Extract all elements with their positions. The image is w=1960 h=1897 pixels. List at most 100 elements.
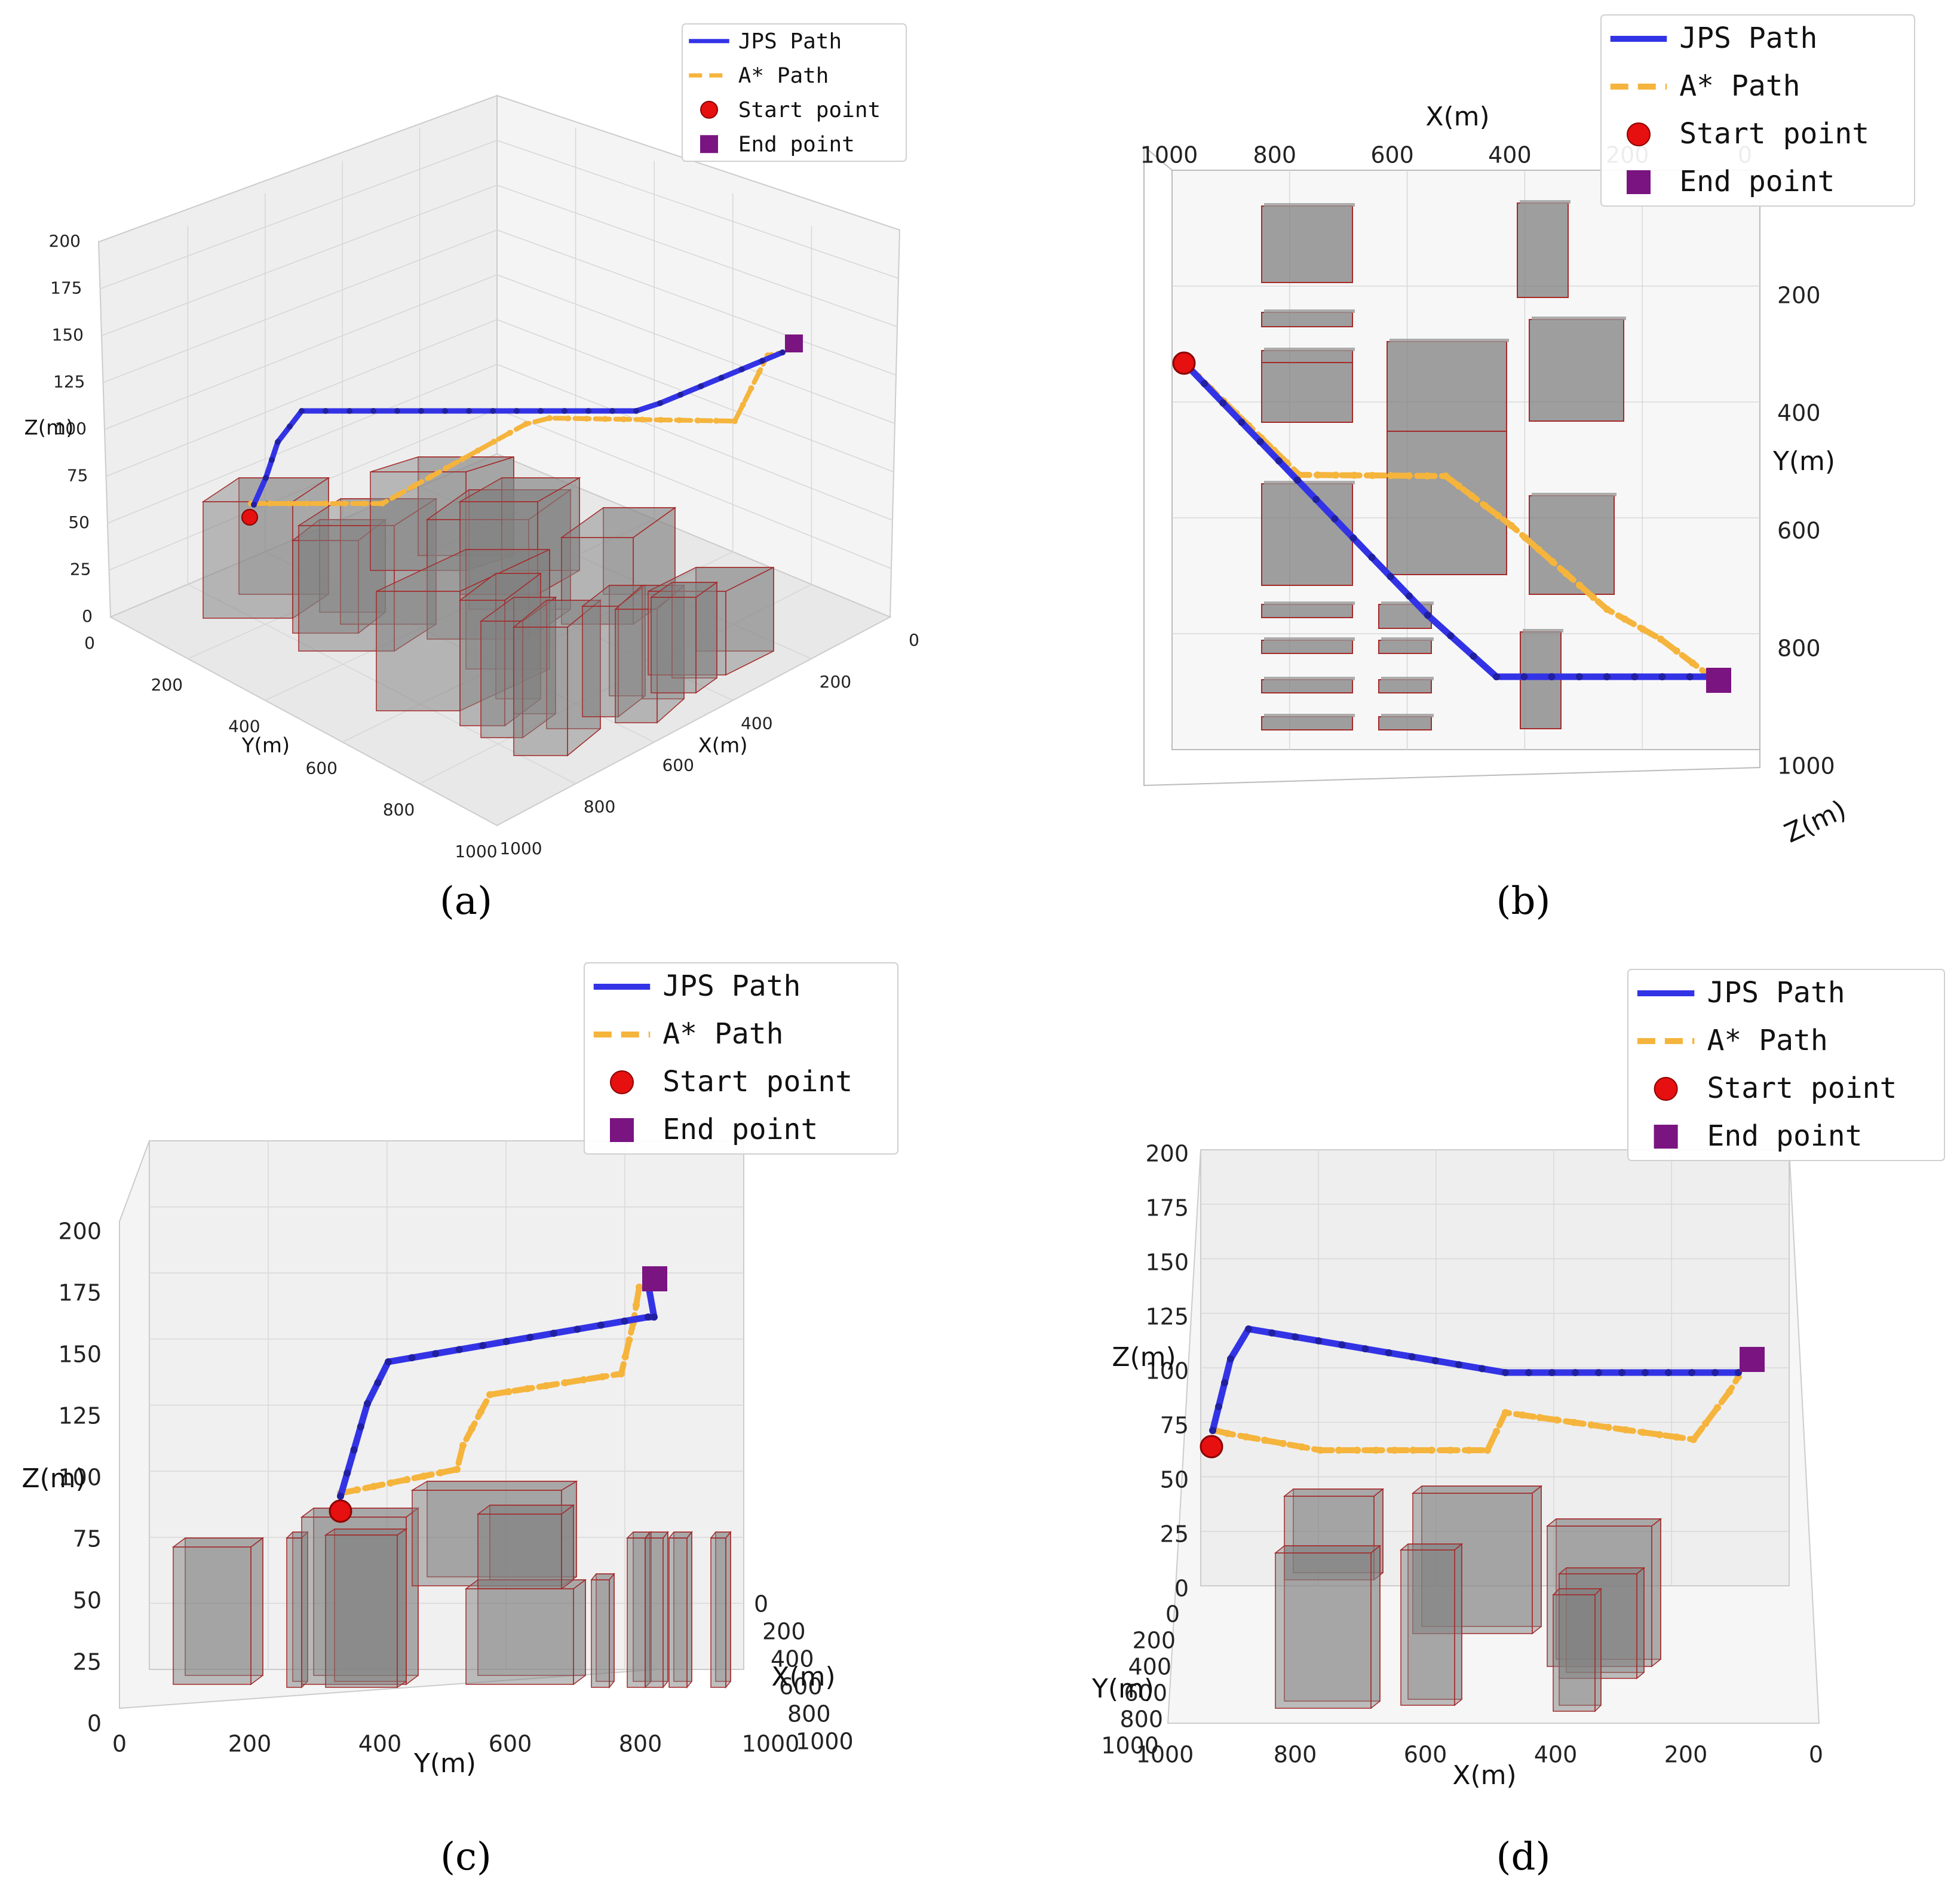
jps-waypoint xyxy=(1455,1361,1462,1368)
obstacle-footprint xyxy=(1378,716,1432,730)
astar-waypoint xyxy=(1657,636,1664,643)
z-axis-label: Z(m) xyxy=(24,416,74,440)
x-tick-label: 200 xyxy=(820,672,851,692)
obstacle xyxy=(1552,1588,1602,1712)
astar-waypoint xyxy=(1673,647,1680,655)
astar-waypoint xyxy=(1455,482,1462,490)
obstacle-edge xyxy=(1264,203,1355,207)
astar-waypoint xyxy=(1621,615,1628,623)
y-tick-label: 1000 xyxy=(455,842,497,861)
astar-waypoint xyxy=(1576,582,1584,589)
z-tick-label: 0 xyxy=(82,606,93,626)
astar-waypoint xyxy=(748,385,754,391)
astar-waypoint xyxy=(379,501,385,507)
start-point xyxy=(241,509,258,526)
astar-waypoint xyxy=(304,501,311,507)
obstacle-front xyxy=(1553,1594,1596,1712)
z-tick-label: 0 xyxy=(1174,1576,1189,1602)
obstacle xyxy=(1261,677,1355,693)
astar-waypoint xyxy=(1673,1434,1680,1441)
y-depth-tick-label: 1000 xyxy=(1101,1733,1159,1759)
grid-line xyxy=(496,229,897,376)
obstacle-front xyxy=(173,1546,251,1685)
astar-waypoint xyxy=(1405,472,1413,480)
astar-waypoint xyxy=(1428,1447,1436,1454)
legend-start-marker xyxy=(700,100,718,119)
obstacle xyxy=(1387,339,1509,575)
y-depth-tick-label: 600 xyxy=(1124,1680,1167,1706)
astar-waypoint xyxy=(1409,1447,1417,1454)
astar-waypoint xyxy=(1335,1447,1343,1454)
astar-waypoint xyxy=(1369,472,1376,479)
obstacle-front xyxy=(477,1514,562,1589)
jps-waypoint xyxy=(1470,652,1477,660)
legend: JPS Path A* Path Start point End point xyxy=(584,962,898,1155)
z-tick-label: 100 xyxy=(1145,1358,1189,1385)
jps-waypoint xyxy=(1368,554,1376,561)
legend-start-marker xyxy=(610,1070,634,1094)
jps-waypoint xyxy=(502,1337,510,1345)
astar-waypoint xyxy=(323,501,329,507)
jps-waypoint xyxy=(1478,1365,1486,1373)
jps-waypoint xyxy=(1312,496,1320,504)
legend-label-start: Start point xyxy=(738,98,881,122)
x-tick-label: 400 xyxy=(1534,1742,1578,1768)
obstacle-footprint xyxy=(1261,483,1353,586)
jps-waypoint xyxy=(1408,1353,1416,1361)
legend-label-jps: JPS Path xyxy=(662,969,800,1003)
start-point xyxy=(329,1499,352,1523)
grid-line xyxy=(496,364,893,521)
astar-waypoint xyxy=(486,1391,493,1398)
obstacle xyxy=(1529,317,1626,422)
z-tick-label: 125 xyxy=(58,1403,102,1429)
jps-waypoint xyxy=(1548,673,1556,680)
astar-waypoint xyxy=(1372,1447,1380,1454)
astar-waypoint xyxy=(1280,1439,1287,1447)
obstacle-edge xyxy=(1264,601,1355,605)
x-tick-label: 400 xyxy=(741,714,772,733)
grid-line xyxy=(496,140,899,279)
z-tick-label: 75 xyxy=(67,466,88,486)
astar-waypoint xyxy=(1702,1420,1709,1428)
x-depth-tick-label: 0 xyxy=(754,1591,768,1617)
obstacle xyxy=(1399,1543,1464,1706)
y-tick-label: 800 xyxy=(1777,636,1821,662)
astar-waypoint xyxy=(1261,1436,1268,1444)
y-depth-tick-label: 200 xyxy=(1132,1628,1176,1654)
legend-label-astar: A* Path xyxy=(1707,1024,1828,1057)
jps-waypoint xyxy=(1238,418,1246,426)
jps-waypoint xyxy=(1331,515,1339,523)
jps-waypoint xyxy=(1572,1369,1579,1376)
astar-waypoint xyxy=(565,415,571,422)
obstacle-top xyxy=(1283,1488,1385,1497)
y-depth-tick-label: 0 xyxy=(1165,1601,1180,1628)
jps-waypoint xyxy=(408,1354,416,1362)
obstacle xyxy=(644,1530,669,1689)
obstacle-side xyxy=(609,1572,615,1689)
obstacle-side xyxy=(1532,1485,1542,1635)
y-axis-label: Y(m) xyxy=(241,734,290,758)
astar-waypoint xyxy=(584,416,590,422)
astar-waypoint xyxy=(285,501,292,507)
panel-b-top-view: 10008006004002000X(m)2004006008001000Y(m… xyxy=(1140,14,1915,923)
obstacle-edge xyxy=(1264,481,1355,484)
astar-waypoint xyxy=(1714,1404,1721,1411)
jps-path-line xyxy=(337,1281,658,1500)
y-axis-label: Y(m) xyxy=(1772,446,1835,477)
astar-waypoint xyxy=(443,465,449,471)
jps-waypoint xyxy=(1618,1369,1625,1376)
jps-waypoint xyxy=(370,408,376,414)
x-tick-label: 800 xyxy=(584,797,615,816)
jps-waypoint xyxy=(1688,1369,1695,1376)
obstacle-footprint xyxy=(1520,631,1562,729)
z-tick-label: 25 xyxy=(1160,1521,1189,1548)
obstacle-front xyxy=(286,1537,302,1688)
legend-label-end: End point xyxy=(738,132,855,156)
y-tick-label: 200 xyxy=(151,675,183,695)
jps-waypoint xyxy=(562,408,568,414)
obstacle-footprint xyxy=(1378,679,1432,693)
astar-waypoint xyxy=(1726,1388,1733,1395)
jps-waypoint xyxy=(455,1346,463,1353)
astar-waypoint xyxy=(1468,492,1476,500)
legend-box xyxy=(584,962,898,1155)
